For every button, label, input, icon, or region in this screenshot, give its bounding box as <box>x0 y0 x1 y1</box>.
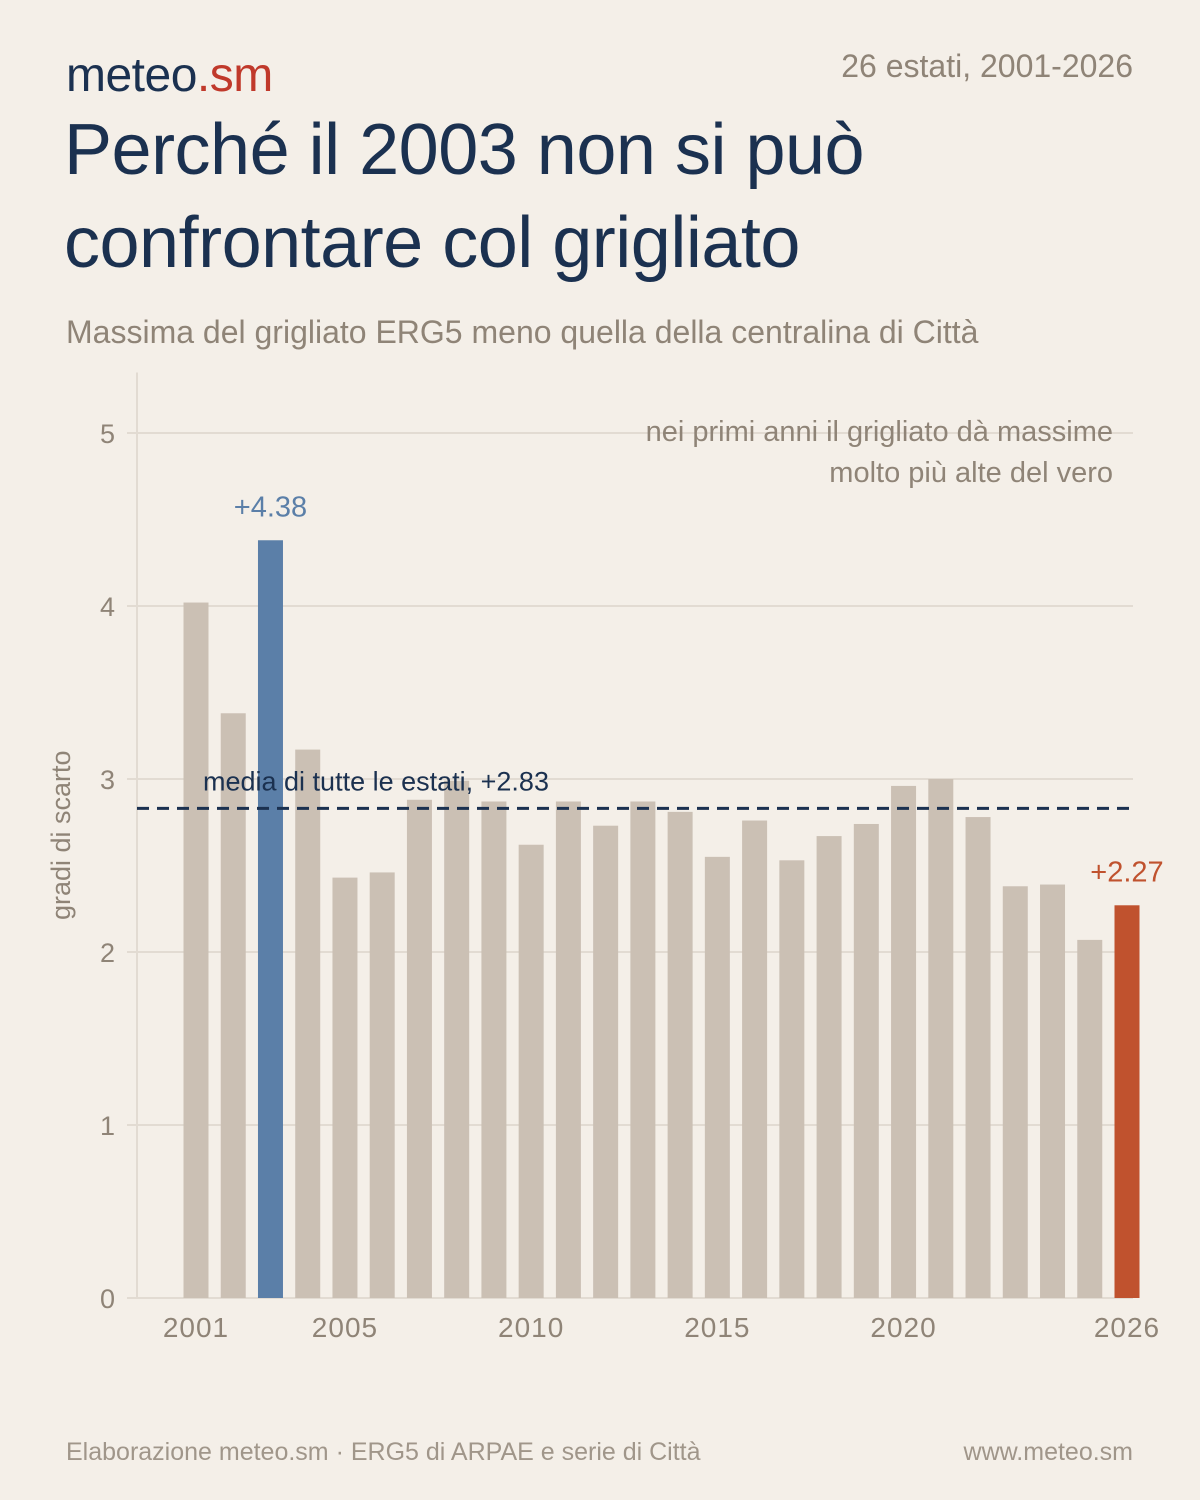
xtick-label-2026: 2026 <box>1094 1312 1160 1343</box>
xtick-label-2005: 2005 <box>312 1312 378 1343</box>
data-label-2026: +2.27 <box>1090 856 1163 888</box>
y-axis-label: gradi di scarto <box>46 750 76 920</box>
ytick-label-0: 0 <box>100 1284 115 1314</box>
bar-2005 <box>332 877 358 1298</box>
brand-tld: .sm <box>196 49 273 102</box>
ytick-label-3: 3 <box>100 765 115 795</box>
footer-source: Elaborazione meteo.sm · ERG5 di ARPAE e … <box>66 1438 701 1466</box>
ytick-label-4: 4 <box>100 592 115 622</box>
brand-name: meteo <box>66 49 197 102</box>
bar-2024 <box>1040 884 1066 1298</box>
bar-2002 <box>220 713 246 1298</box>
bar-2014 <box>667 811 693 1298</box>
footer-url: www.meteo.sm <box>963 1438 1133 1466</box>
bar-2009 <box>481 801 507 1298</box>
bar-2011 <box>555 801 581 1298</box>
mean-label: media di tutte le estati, +2.83 <box>203 766 549 796</box>
annotation-line-2: molto più alte del vero <box>829 457 1113 489</box>
bar-2015 <box>704 856 730 1298</box>
bar-2021 <box>928 779 954 1298</box>
xtick-label-2001: 2001 <box>163 1312 229 1343</box>
page-subtitle: Massima del grigliato ERG5 meno quella d… <box>66 314 979 350</box>
bar-2007 <box>406 799 432 1298</box>
bar-2001 <box>183 602 209 1298</box>
bar-2018 <box>816 836 842 1298</box>
bar-2019 <box>853 823 879 1298</box>
brand-logo: meteo.sm <box>66 46 273 106</box>
ytick-label-1: 1 <box>100 1111 115 1141</box>
range-label: 26 estati, 2001-2026 <box>841 48 1133 84</box>
bar-2003 <box>257 540 283 1298</box>
bar-2020 <box>891 785 917 1298</box>
data-label-2003: +4.38 <box>234 491 307 523</box>
bar-2010 <box>518 844 544 1298</box>
xtick-label-2010: 2010 <box>498 1312 564 1343</box>
xtick-label-2015: 2015 <box>684 1312 750 1343</box>
ytick-label-2: 2 <box>100 938 115 968</box>
ytick-label-5: 5 <box>100 419 115 449</box>
bar-2013 <box>630 801 656 1298</box>
annotation-line-1: nei primi anni il grigliato dà massime <box>646 416 1113 448</box>
bar-2006 <box>369 872 395 1298</box>
bar-2025 <box>1077 939 1103 1298</box>
bar-2026 <box>1114 905 1140 1298</box>
bar-2008 <box>444 780 470 1298</box>
bar-2012 <box>593 825 619 1298</box>
xtick-label-2020: 2020 <box>870 1312 936 1343</box>
page-title: Perché il 2003 non si può confrontare co… <box>64 110 865 283</box>
bar-2023 <box>1002 886 1028 1298</box>
bar-2017 <box>779 860 805 1298</box>
bar-2016 <box>742 820 768 1298</box>
bar-2022 <box>965 817 991 1298</box>
bar-2004 <box>295 749 321 1298</box>
